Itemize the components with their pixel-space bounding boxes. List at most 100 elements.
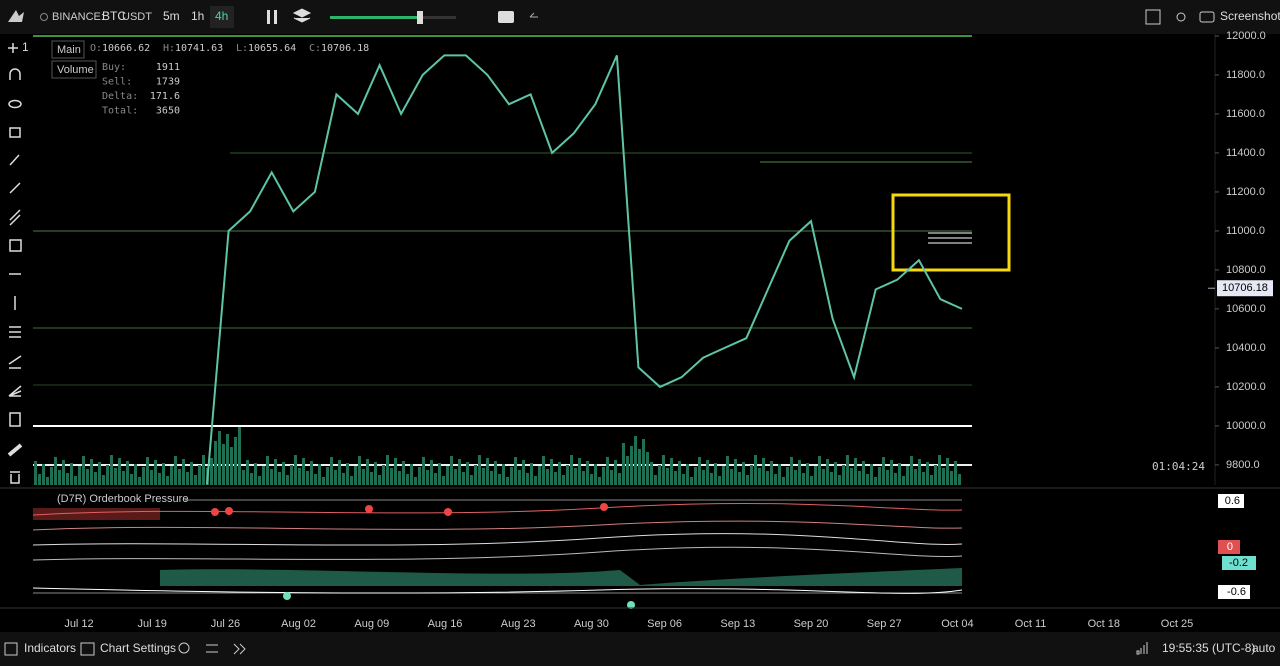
volume-bar (570, 455, 573, 485)
signal-dot (444, 508, 452, 516)
volume-bar (502, 464, 505, 485)
left-toolbar (7, 43, 23, 484)
volume-bar (914, 469, 917, 485)
y-tick-label: 11200.0 (1226, 186, 1265, 198)
interval[interactable]: 4h (215, 9, 228, 23)
volume-bar (738, 472, 741, 485)
slider-thumb[interactable] (417, 11, 423, 24)
volume-bar (42, 464, 45, 485)
brush-tool[interactable] (9, 154, 20, 166)
chart-settings-button[interactable]: Chart Settings (100, 641, 176, 655)
volume-bar (682, 474, 685, 485)
note-tool[interactable] (9, 412, 21, 427)
eye-tool[interactable] (8, 99, 22, 109)
indicators-icon[interactable] (4, 642, 18, 656)
indicators-button[interactable]: Indicators (24, 641, 76, 655)
scale-mode[interactable]: auto (1252, 641, 1276, 655)
x-tick-label: Aug 09 (354, 618, 389, 630)
volume-bar (242, 470, 245, 485)
volume-bar (118, 458, 121, 485)
volume-bar (474, 465, 477, 485)
lock-tool[interactable] (9, 127, 21, 138)
volume-bar (634, 436, 637, 485)
fib-tool[interactable] (9, 326, 21, 338)
x-tick-label: Aug 23 (501, 618, 536, 630)
settings-icon[interactable] (80, 642, 95, 656)
volume-bar (430, 460, 433, 485)
volume-bar (922, 472, 925, 485)
candle-icon[interactable] (267, 10, 270, 24)
volume-bar (498, 474, 501, 485)
volume-bar (910, 456, 913, 485)
volume-bar (846, 455, 849, 485)
theme-icon[interactable] (1176, 12, 1186, 22)
volume-bar (894, 473, 897, 485)
volume-bar (742, 462, 745, 485)
fan-tool[interactable] (8, 385, 22, 397)
volume-bar (90, 459, 93, 485)
volume-bar (238, 427, 241, 485)
volume-bar (734, 459, 737, 485)
volume-bar (394, 458, 397, 485)
ohlc-value: 10706.18 (321, 43, 369, 54)
ind-label-bg (1218, 540, 1240, 554)
volume-bar (806, 463, 809, 485)
search-icon[interactable] (40, 13, 48, 21)
interval[interactable]: 1h (191, 9, 204, 23)
crosshair-tool[interactable] (8, 43, 18, 53)
camera-icon[interactable] (1199, 11, 1215, 23)
layers-icon[interactable] (292, 8, 312, 23)
screenshot-button[interactable]: Screenshot (1220, 9, 1280, 23)
volume-bar (170, 466, 173, 485)
interval[interactable]: 5m (163, 9, 180, 23)
undo[interactable] (529, 12, 538, 18)
hd-button[interactable] (498, 11, 514, 23)
volume-bar (834, 462, 837, 485)
zoom-icon[interactable] (178, 642, 190, 654)
line-tool[interactable] (9, 182, 21, 194)
volume-bar (102, 475, 105, 485)
volume-bar (802, 473, 805, 485)
forward-icon[interactable] (233, 643, 246, 655)
volume-bar (134, 464, 137, 485)
y-tick-label: 11000.0 (1226, 225, 1265, 237)
volume-bar (946, 458, 949, 485)
exchange[interactable]: BINANCE: (52, 11, 104, 23)
volume-bar (62, 460, 65, 485)
volume-bar (110, 455, 113, 485)
volume-button[interactable] (51, 60, 97, 79)
volume-label[interactable]: Volume (57, 64, 94, 76)
volume-bar (546, 469, 549, 485)
main-button[interactable] (51, 40, 85, 59)
volume-bar (678, 461, 681, 485)
rect-tool[interactable] (9, 239, 22, 252)
ruler-tool[interactable] (7, 443, 23, 457)
volume-bar (522, 460, 525, 485)
indicator-fill (160, 568, 962, 586)
volume-bar (526, 473, 529, 485)
volume-bar (866, 474, 869, 485)
swap-icon[interactable] (206, 644, 218, 653)
volume-bar (486, 458, 489, 485)
x-tick-label: Oct 18 (1088, 618, 1120, 630)
trash-tool[interactable] (10, 471, 20, 484)
volume-bar (278, 472, 281, 485)
ind-label-bg (1222, 556, 1256, 570)
volume-bar (246, 460, 249, 485)
volume-bar (782, 477, 785, 485)
magnet-tool[interactable] (9, 68, 21, 80)
stat-label: Delta: (102, 91, 138, 102)
signal-dot (283, 592, 291, 600)
quote[interactable]: USDT (122, 11, 152, 23)
ohlc-value: 10655.64 (248, 43, 296, 54)
volume-bar (618, 473, 621, 485)
volume-bar (314, 474, 317, 485)
stat-label: Buy: (102, 62, 126, 73)
profile-icon[interactable] (1145, 9, 1161, 25)
base[interactable]: BTC (102, 9, 126, 23)
main-label[interactable]: Main (57, 44, 81, 56)
gann-tool[interactable] (8, 355, 22, 369)
ohlc-label: C: (309, 43, 321, 54)
channel-tool[interactable] (9, 209, 21, 226)
logo[interactable] (8, 10, 24, 22)
